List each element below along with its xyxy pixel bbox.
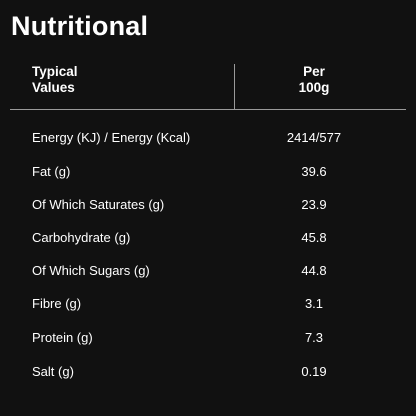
row-label: Of Which Saturates (g) <box>32 197 165 212</box>
table-row: Fibre (g) 3.1 <box>0 294 416 314</box>
row-label: Protein (g) <box>32 330 93 345</box>
header-typical-values: Typical Values <box>32 64 78 96</box>
table-row: Fat (g) 39.6 <box>0 162 416 182</box>
header-per-line1: Per <box>303 64 325 79</box>
row-label: Fibre (g) <box>32 296 82 311</box>
header-per-line2: 100g <box>298 80 330 95</box>
row-value: 45.8 <box>301 230 327 245</box>
header-typical-line1: Typical <box>32 64 78 79</box>
row-value: 44.8 <box>301 263 327 278</box>
table-row: Salt (g) 0.19 <box>0 362 416 382</box>
row-value: 2414/577 <box>286 130 342 145</box>
row-value: 23.9 <box>301 197 327 212</box>
row-label: Fat (g) <box>32 164 71 179</box>
row-value: 3.1 <box>304 296 324 311</box>
row-label: Of Which Sugars (g) <box>32 263 150 278</box>
row-label: Salt (g) <box>32 364 74 379</box>
row-label: Carbohydrate (g) <box>32 230 131 245</box>
header-typical-line2: Values <box>32 80 75 95</box>
page-title: Nutritional <box>11 11 149 41</box>
table-row: Carbohydrate (g) 45.8 <box>0 228 416 248</box>
table-row: Of Which Sugars (g) 44.8 <box>0 261 416 281</box>
header-divider <box>10 109 406 110</box>
table-row: Energy (KJ) / Energy (Kcal) 2414/577 <box>0 128 416 148</box>
table-row: Protein (g) 7.3 <box>0 328 416 348</box>
table-row: Of Which Saturates (g) 23.9 <box>0 195 416 215</box>
row-value: 39.6 <box>301 164 327 179</box>
row-label: Energy (KJ) / Energy (Kcal) <box>32 130 191 145</box>
header-per-100g: Per 100g <box>236 64 392 96</box>
row-value: 0.19 <box>301 364 327 379</box>
column-divider <box>234 64 235 110</box>
row-value: 7.3 <box>304 330 324 345</box>
